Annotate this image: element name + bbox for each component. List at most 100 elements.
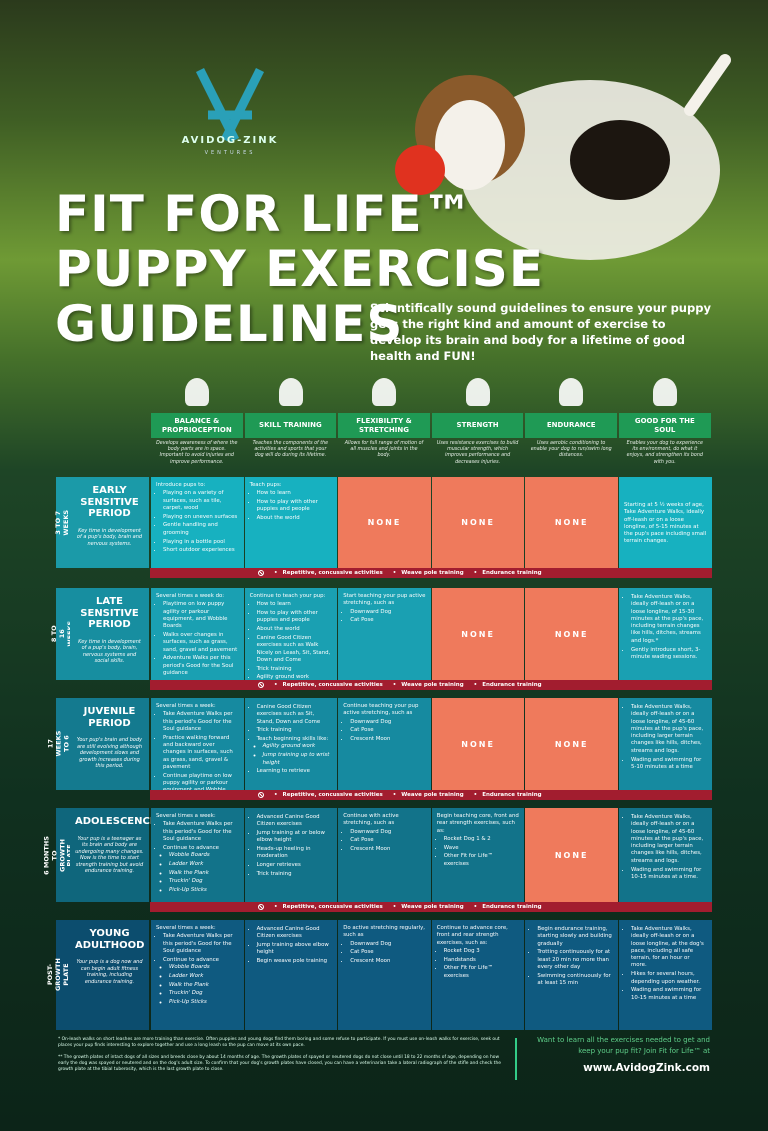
cell-item: Trotting continuously for at least 20 mi… [537, 949, 613, 971]
period-label: YOUNG ADULTHOOD Your pup is a dog now and… [70, 920, 149, 1030]
avoid-item: Repetitive, concussive activities [264, 682, 383, 688]
column-desc: Teaches the components of the activities… [252, 441, 329, 459]
cell: Several times a week: Take Adventure Walk… [151, 698, 244, 790]
cell-item: Canine Good Citizen exercises such as Wa… [257, 635, 333, 664]
cell-subitem: Ladder Work [169, 973, 239, 980]
cell-item: About the world [257, 515, 333, 522]
cell-list: Canine Good Citizen exercises such as Si… [250, 704, 333, 776]
cell-intro: Continue to teach your pup: [249, 593, 326, 599]
cell: Begin teaching core, front and rear stre… [431, 808, 525, 902]
column-title: GOOD FOR THE SOUL [619, 413, 711, 438]
column-icon [465, 378, 490, 406]
cell-item: Crescent Moon [350, 736, 426, 743]
column-desc: Develops awareness of where the body par… [156, 441, 238, 465]
cell-item: Advanced Canine Good Citizen exercises [257, 926, 333, 941]
period-desc: Key time in development of a pup's body,… [78, 638, 141, 665]
cell: Take Adventure Walks, ideally off-leash … [619, 920, 712, 1030]
avoid-bar: Repetitive, concussive activitiesWeave p… [150, 902, 712, 912]
age-label: 3 TO 7 WEEKS [54, 509, 71, 536]
age-band: 17 WEEKS TO 6 MONTHS [46, 698, 78, 790]
cell: Introduce pups to: Playing on a variety o… [151, 477, 244, 568]
cta-url[interactable]: www.AvidogZink.com [583, 1062, 710, 1074]
column-icon [653, 378, 677, 406]
none-cell: NONE [525, 588, 618, 680]
column-desc: Uses aerobic conditioning to enable your… [530, 441, 612, 459]
cell-list: Take Adventure Walks, ideally off-leash … [624, 704, 707, 771]
cell-item: Begin endurance training, starting slowl… [537, 926, 613, 948]
none-cell: NONE [525, 698, 618, 790]
cell-list: Advanced Canine Good Citizen exercisesJu… [250, 926, 333, 965]
cell-list: Rocket Dog 3 HandstandsOther Fit for Life… [437, 948, 520, 980]
cell-item-text: Continue to advance [163, 956, 219, 963]
cell: Start teaching your pup active stretchin… [338, 588, 431, 680]
none-cell: NONE [431, 477, 525, 568]
avoid-item: Endurance training [464, 570, 541, 576]
title-line: FIT FOR LIFE™ [55, 185, 474, 243]
cell-list: Downward DogCat Pose Crescent Moon [343, 829, 426, 854]
cell: Advanced Canine Good Citizen exercisesJu… [244, 920, 338, 1030]
cell-intro: Several times a week: [156, 813, 216, 819]
cell-item: Take Adventure Walks per this period's G… [163, 711, 239, 733]
age-band: POST-GROWTH PLATE CLOSURE [46, 920, 78, 1030]
cell-item: Playing on uneven surfaces [163, 514, 239, 521]
cell-intro: Several times a week: [156, 925, 216, 931]
cell-item: Practice walking forward and backward ov… [163, 735, 239, 771]
cell-item: Other Fit for Life™ exercises [444, 853, 520, 868]
period-label: JUVENILE PERIOD Your pup's brain and body… [70, 698, 149, 790]
avoid-item: Weave pole training [383, 682, 463, 688]
cell-subitem: Pick-Up Sticks [169, 999, 239, 1006]
cell-item: Walks over changes in surfaces, such as … [163, 632, 239, 654]
column-title: STRENGTH [431, 413, 524, 438]
avoid-bar: Repetitive, concussive activitiesWeave p… [150, 568, 712, 578]
avoid-item: Endurance training [464, 682, 541, 688]
cell: Continue teaching your pup active stretc… [338, 698, 431, 790]
footnote: ** The growth plates of intact dogs of a… [58, 1055, 501, 1072]
cell-text: Starting at 5 ½ weeks of age, Take Adven… [624, 502, 707, 545]
brand: AVIDOG-ZINK [181, 135, 279, 146]
cell-list: Downward DogCat Pose Crescent Moon [343, 941, 426, 966]
cell-item: Adventure Walks per this period's Good f… [163, 655, 239, 677]
cell-list: Playing on a variety of surfaces, such a… [156, 490, 239, 554]
cell-item: Gentle handling and grooming [163, 522, 239, 537]
cell-intro: Continue teaching your pup active stretc… [343, 703, 419, 717]
cell-item: Take Adventure Walks, ideally off-leash … [631, 594, 707, 645]
cell-intro: Several times a week do: [156, 593, 225, 599]
cell-list: Downward DogCat Pose Crescent Moon [343, 719, 426, 744]
cell-intro: Begin teaching core, front and rear stre… [436, 813, 519, 834]
cell-list: Rocket Dog 1 & 2 WaveOther Fit for Life™ … [437, 836, 520, 868]
avoid-item: Repetitive, concussive activities [264, 570, 383, 576]
cell-item: Downward Dog [350, 719, 426, 726]
cell-item: Agility ground work [257, 674, 333, 680]
cell-item: Heads-up heeling in moderation [257, 846, 333, 861]
cell-list: Advanced Canine Good Citizen exercisesJu… [250, 814, 333, 878]
column-desc: Allows for full range of motion of all m… [344, 441, 424, 459]
cell-intro: Start teaching your pup active stretchin… [343, 593, 426, 607]
cell-item: Take Adventure Walks per this period's G… [163, 821, 239, 843]
column-title: SKILL TRAINING [244, 413, 337, 438]
cell: Several times a week: Take Adventure Walk… [151, 920, 244, 1030]
cell-item: Jump training above elbow height [257, 942, 333, 957]
cell-item: Cat Pose [350, 949, 426, 956]
cell-subitem: Jump training up to wrist height [263, 752, 333, 767]
cell: Do active stretching regularly, such as D… [338, 920, 431, 1030]
none-cell: NONE [338, 477, 431, 568]
cta-text: Want to learn all the exercises needed t… [537, 1036, 710, 1056]
cell-item: Take Adventure Walks, ideally off-leash … [631, 926, 707, 970]
none-cell: NONE [431, 698, 525, 790]
cell-item: Wading and swimming for 5-10 minutes at … [631, 757, 707, 772]
cell-item: Trick training [257, 871, 333, 878]
cell-subitem: Pick-Up Sticks [169, 887, 239, 894]
cell-item: Playtime on low puppy agility or parkour… [163, 601, 239, 630]
cell-item: Cat Pose [350, 617, 426, 624]
cell-intro: Teach pups: [249, 482, 282, 488]
age-band: 3 TO 7 WEEKS [54, 477, 71, 568]
cell-item: Take Adventure Walks, ideally off-leash … [631, 704, 707, 755]
cell: Continue with active stretching, such as… [338, 808, 431, 902]
tagline: Scientifically sound guidelines to ensur… [370, 301, 711, 364]
cell: Take Adventure Walks, ideally off-leash … [619, 588, 712, 680]
period-title: EARLY SENSITIVE PERIOD [80, 485, 139, 519]
cell-item-text: Teach beginning skills like: [256, 736, 329, 743]
cell-subitem: Truckin' Dog [169, 990, 239, 997]
column-desc: Enables your dog to experience its envir… [626, 441, 703, 465]
cell: Several times a week: Take Adventure Walk… [151, 808, 244, 902]
